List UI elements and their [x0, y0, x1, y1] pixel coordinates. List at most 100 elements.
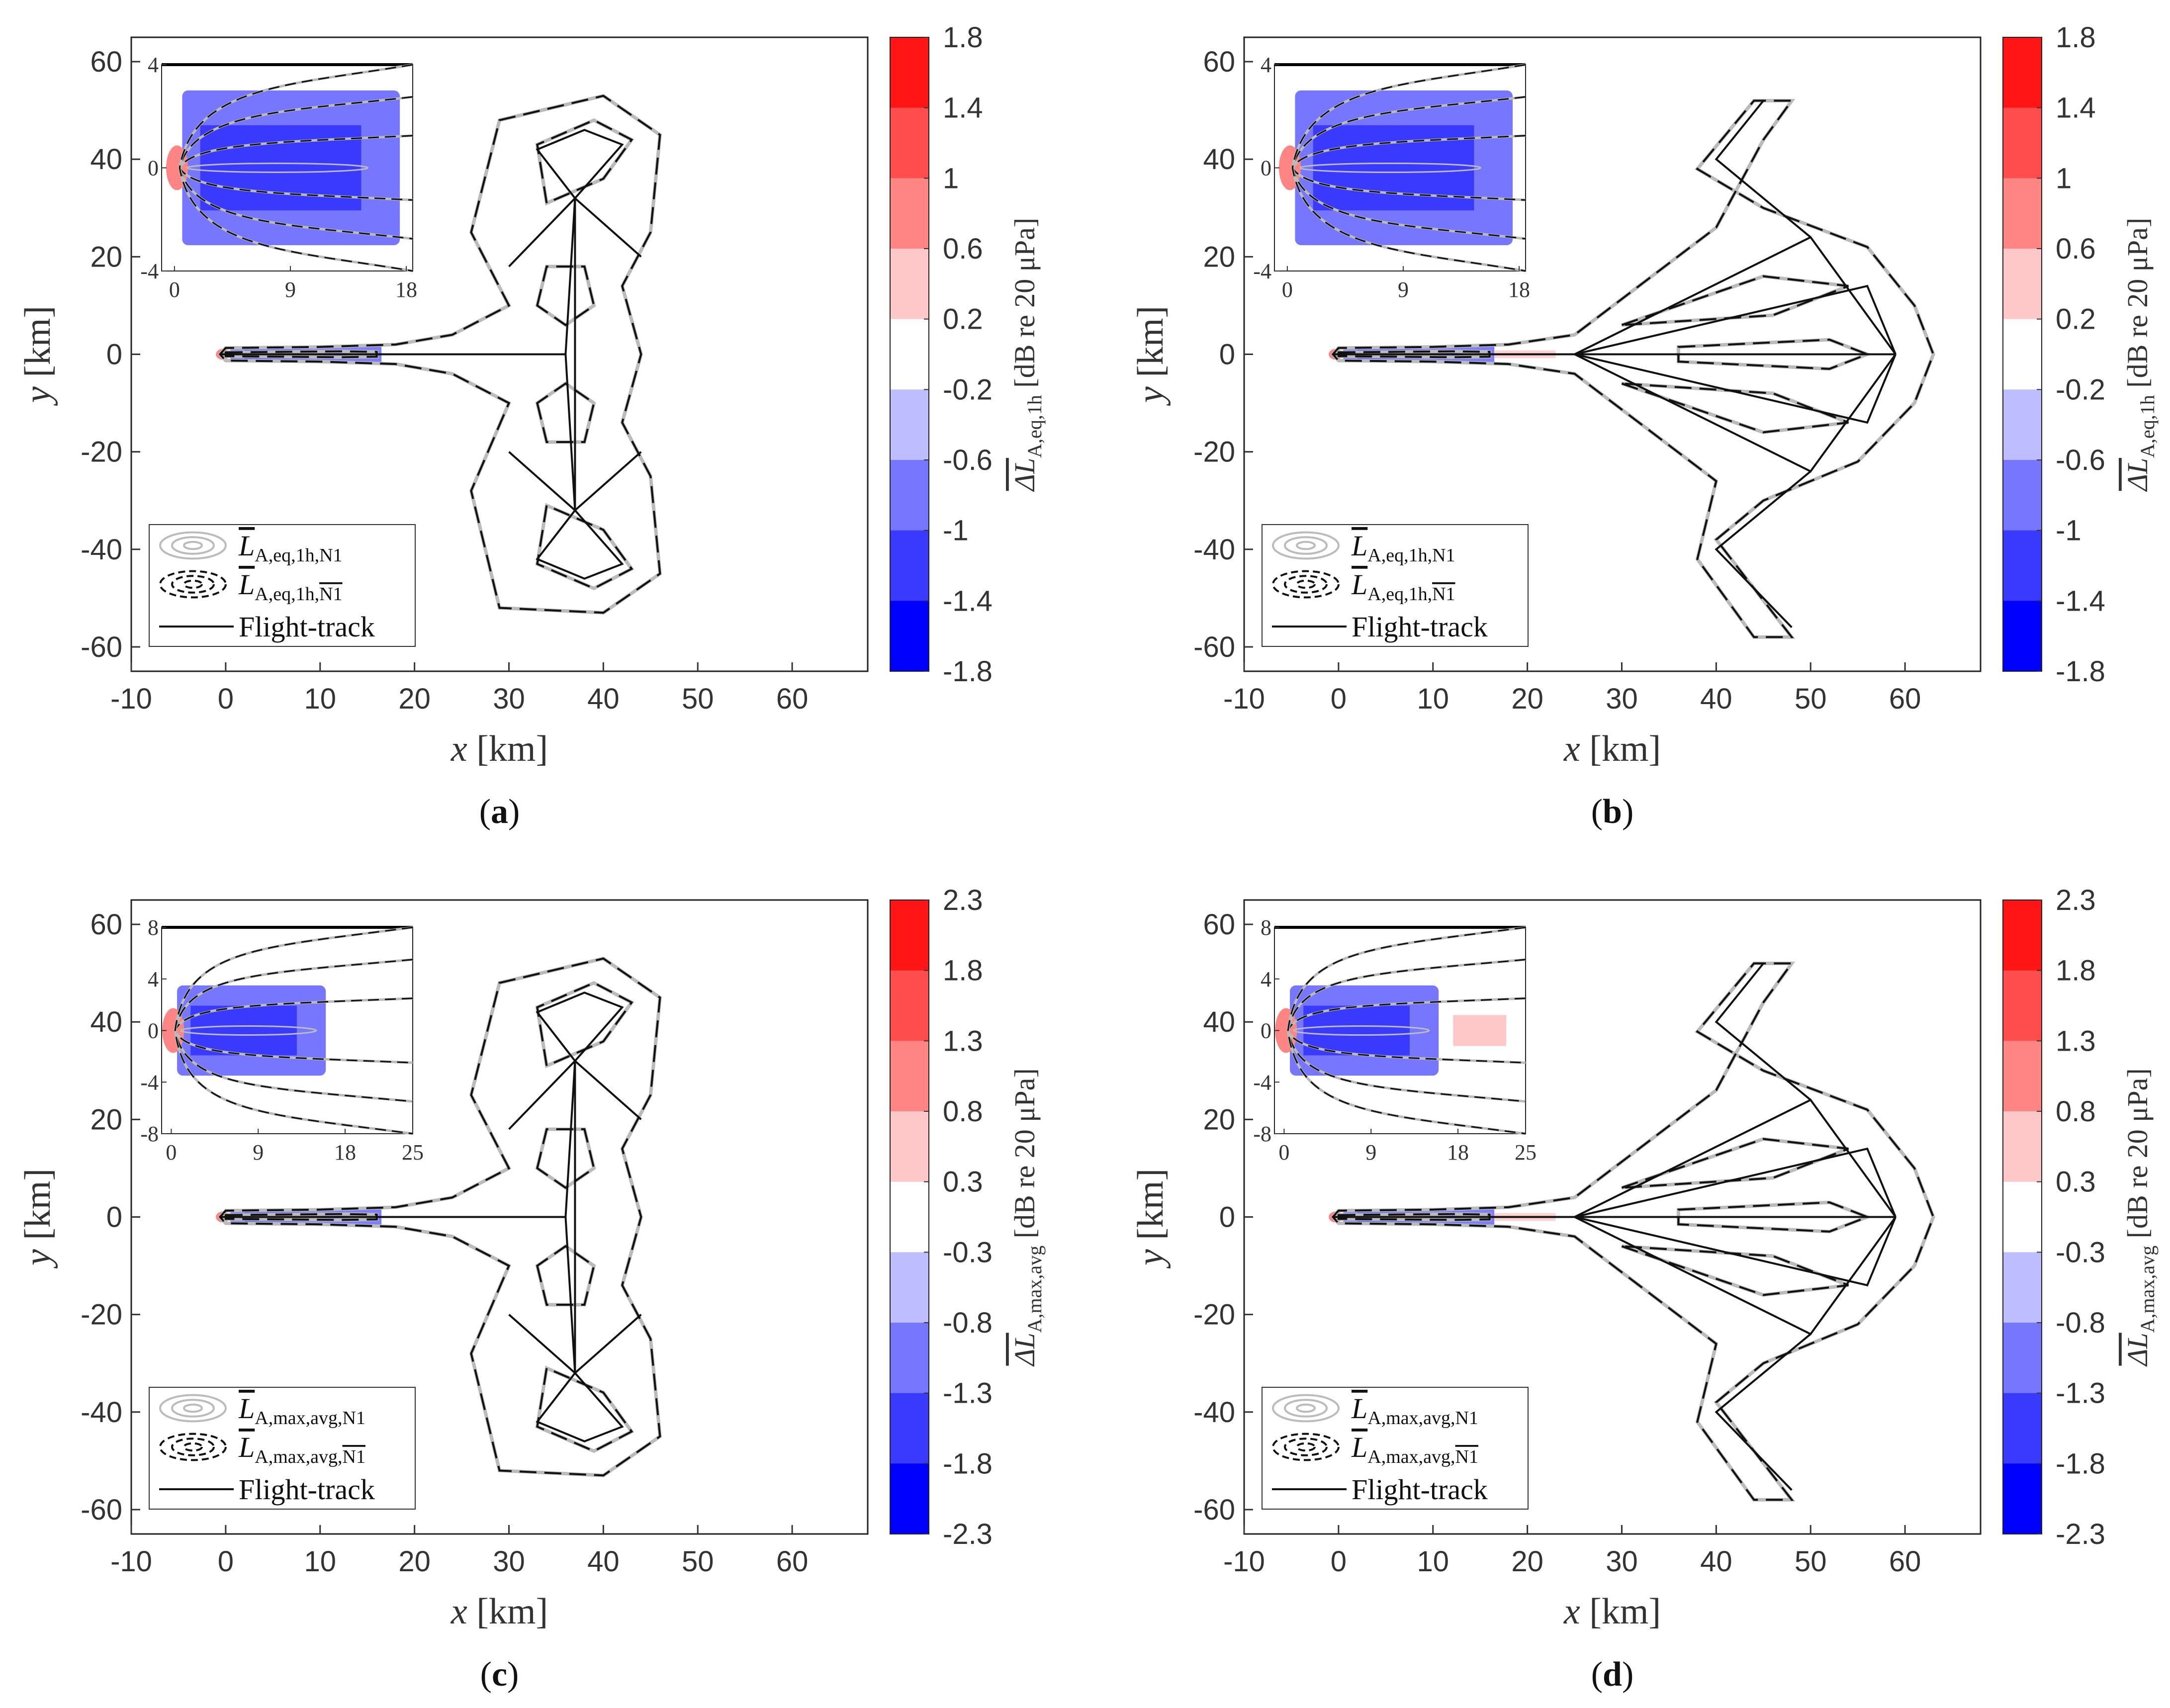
contour-outer-nbar — [1331, 99, 1935, 638]
x-axis-title: x [km] — [451, 728, 548, 769]
x-tick-label: 30 — [1606, 1545, 1638, 1578]
colorbar-bin — [890, 319, 929, 390]
track-fan-2 — [1574, 284, 1897, 356]
inset-heatmap — [162, 985, 326, 1076]
track-fan-5 — [1574, 1216, 1897, 1336]
x-axis: -10 0 10 20 30 40 50 60 x [km] — [110, 1525, 808, 1632]
y-tick-label: -60 — [1193, 631, 1235, 663]
inset-x-tick-label: 18 — [395, 277, 417, 302]
y-tick-label: 60 — [90, 46, 122, 78]
inset-y-tick-label: -8 — [1253, 1122, 1271, 1146]
inset-contour-nbar-3 — [1287, 926, 1526, 1135]
legend-label-track: Flight-track — [239, 611, 375, 643]
y-tick-label: -20 — [1193, 1299, 1235, 1331]
contours — [1330, 962, 1935, 1502]
subfigure-c: -10 0 10 20 30 40 50 60 x [km] -60 -40 -20 0 20 40 60 y … — [0, 863, 1057, 1708]
inset-x-tick-label: 18 — [1508, 277, 1530, 302]
contours — [217, 956, 662, 1477]
contours — [217, 93, 662, 615]
y-tick-label: 60 — [1203, 46, 1235, 78]
inset-y-tick-label: 0 — [1261, 156, 1271, 180]
inset: 0 9 18 -4 0 4 — [1253, 53, 1530, 302]
x-axis-title: x [km] — [451, 1591, 548, 1632]
colorbar-bin — [2003, 530, 2042, 601]
plot-content — [216, 956, 662, 1477]
colorbar-bin — [2003, 178, 2042, 249]
legend-label-n1: LA,max,avg,N1 — [238, 1392, 365, 1429]
colorbar-bin — [2003, 1252, 2042, 1323]
colorbar-tick-label: 2.3 — [2056, 884, 2096, 916]
colorbar-bin — [2003, 1393, 2042, 1464]
legend-nbar-swatch — [1284, 575, 1328, 594]
inset-y-tick-label: 4 — [1261, 967, 1271, 991]
y-tick-label: -60 — [1193, 1494, 1235, 1526]
legend-label-track: Flight-track — [1352, 611, 1488, 643]
legend-label-track: Flight-track — [239, 1473, 375, 1506]
inset: 0 9 18 25 -8 -4 0 4 8 — [140, 915, 424, 1165]
legend-label-nbar: LA,eq,1h,N1 — [238, 568, 343, 605]
x-tick-label: -10 — [1223, 683, 1265, 715]
colorbar-bin — [890, 1181, 929, 1253]
colorbar-bin — [890, 601, 929, 672]
contour-north-loop-n1 — [535, 118, 634, 206]
contour-center-south-nbar — [536, 382, 595, 443]
x-tick-label: 40 — [1700, 1545, 1732, 1578]
colorbar-frame — [890, 37, 929, 672]
inset-contour-inner — [1299, 163, 1481, 173]
inset-y-tick-label: 4 — [148, 53, 159, 77]
contour-approach-nbar — [224, 1213, 378, 1221]
subfigure-caption: (d) — [1591, 1655, 1634, 1694]
colorbar-tick-label: -0.2 — [943, 373, 993, 406]
colorbar-bin — [2003, 1463, 2042, 1534]
x-tick-label: 60 — [1889, 683, 1921, 715]
colorbar-tick-label: 1.8 — [2056, 955, 2096, 987]
x-axis: -10 0 10 20 30 40 50 60 x [km] — [110, 662, 808, 769]
y-tick-label: 40 — [90, 1006, 122, 1038]
x-axis: -10 0 10 20 30 40 50 60 x [km] — [1223, 662, 1921, 769]
track-fan-4 — [1574, 353, 1897, 424]
colorbar-bin — [890, 37, 929, 108]
track-fan-4 — [1574, 1216, 1897, 1287]
colorbar-bin — [2003, 107, 2042, 179]
colorbar: 2.3 1.8 1.3 0.8 0.3 -0.3 -0.8 -1.3 -1.8 -2.3 ΔLA,m… — [2002, 884, 2159, 1550]
subfigure-b: -10 0 10 20 30 40 50 60 x [km] -60 -40 -20 0 20 40 60 y … — [1113, 0, 2170, 845]
y-axis: -60 -40 -20 0 20 40 60 y [km] — [17, 908, 140, 1526]
colorbar-title: ΔLA,eq,1h [dB re 20 μPa] — [1008, 218, 1046, 492]
y-axis-title: y [km] — [17, 306, 58, 406]
y-tick-label: -40 — [81, 1396, 122, 1429]
colorbar-bin — [890, 389, 929, 460]
track-fan-2 — [1574, 1147, 1897, 1218]
x-tick-label: -10 — [1223, 1545, 1265, 1578]
y-tick-label: 0 — [1219, 1201, 1235, 1234]
colorbar-tick-label: 0.6 — [2056, 233, 2096, 265]
colorbar-tick-label: -1 — [943, 515, 969, 547]
colorbar-bin — [2003, 37, 2042, 108]
colorbar-tick-label: 1 — [943, 162, 959, 194]
inset-y-tick-label: 8 — [148, 915, 159, 940]
legend-nbar-swatch — [1272, 1433, 1340, 1461]
inset-heat-pink — [1453, 1015, 1507, 1046]
inset-heatmap — [1275, 985, 1507, 1076]
x-tick-label: 20 — [1511, 1545, 1543, 1578]
inset-contours — [178, 63, 413, 272]
inset-x-tick-label: 18 — [1447, 1140, 1469, 1165]
colorbar-bin — [2003, 1323, 2042, 1394]
x-tick-label: 30 — [493, 1545, 525, 1578]
legend-label-track: Flight-track — [1352, 1473, 1488, 1506]
legend-n1-swatch — [1296, 540, 1316, 550]
colorbar-bin — [890, 1323, 929, 1394]
y-tick-label: 20 — [1203, 1103, 1235, 1136]
track-north — [508, 991, 642, 1130]
y-tick-label: -20 — [1193, 436, 1235, 468]
x-tick-label: 40 — [1700, 683, 1732, 715]
legend-nbar-swatch — [171, 1438, 215, 1456]
subfigure-d: -10 0 10 20 30 40 50 60 x [km] -60 -40 -20 0 20 40 60 y … — [1113, 863, 2170, 1708]
inset-x-tick-label: 18 — [334, 1140, 356, 1165]
inset-x-tick-label: 0 — [169, 277, 180, 302]
legend-nbar-swatch — [1284, 1438, 1328, 1456]
legend-nbar-swatch — [159, 570, 227, 599]
colorbar-tick-label: 0.2 — [943, 303, 983, 336]
inset-y-tick-label: 0 — [148, 1019, 159, 1043]
legend-n1-swatch — [171, 1399, 215, 1418]
colorbar-bin — [890, 1111, 929, 1182]
